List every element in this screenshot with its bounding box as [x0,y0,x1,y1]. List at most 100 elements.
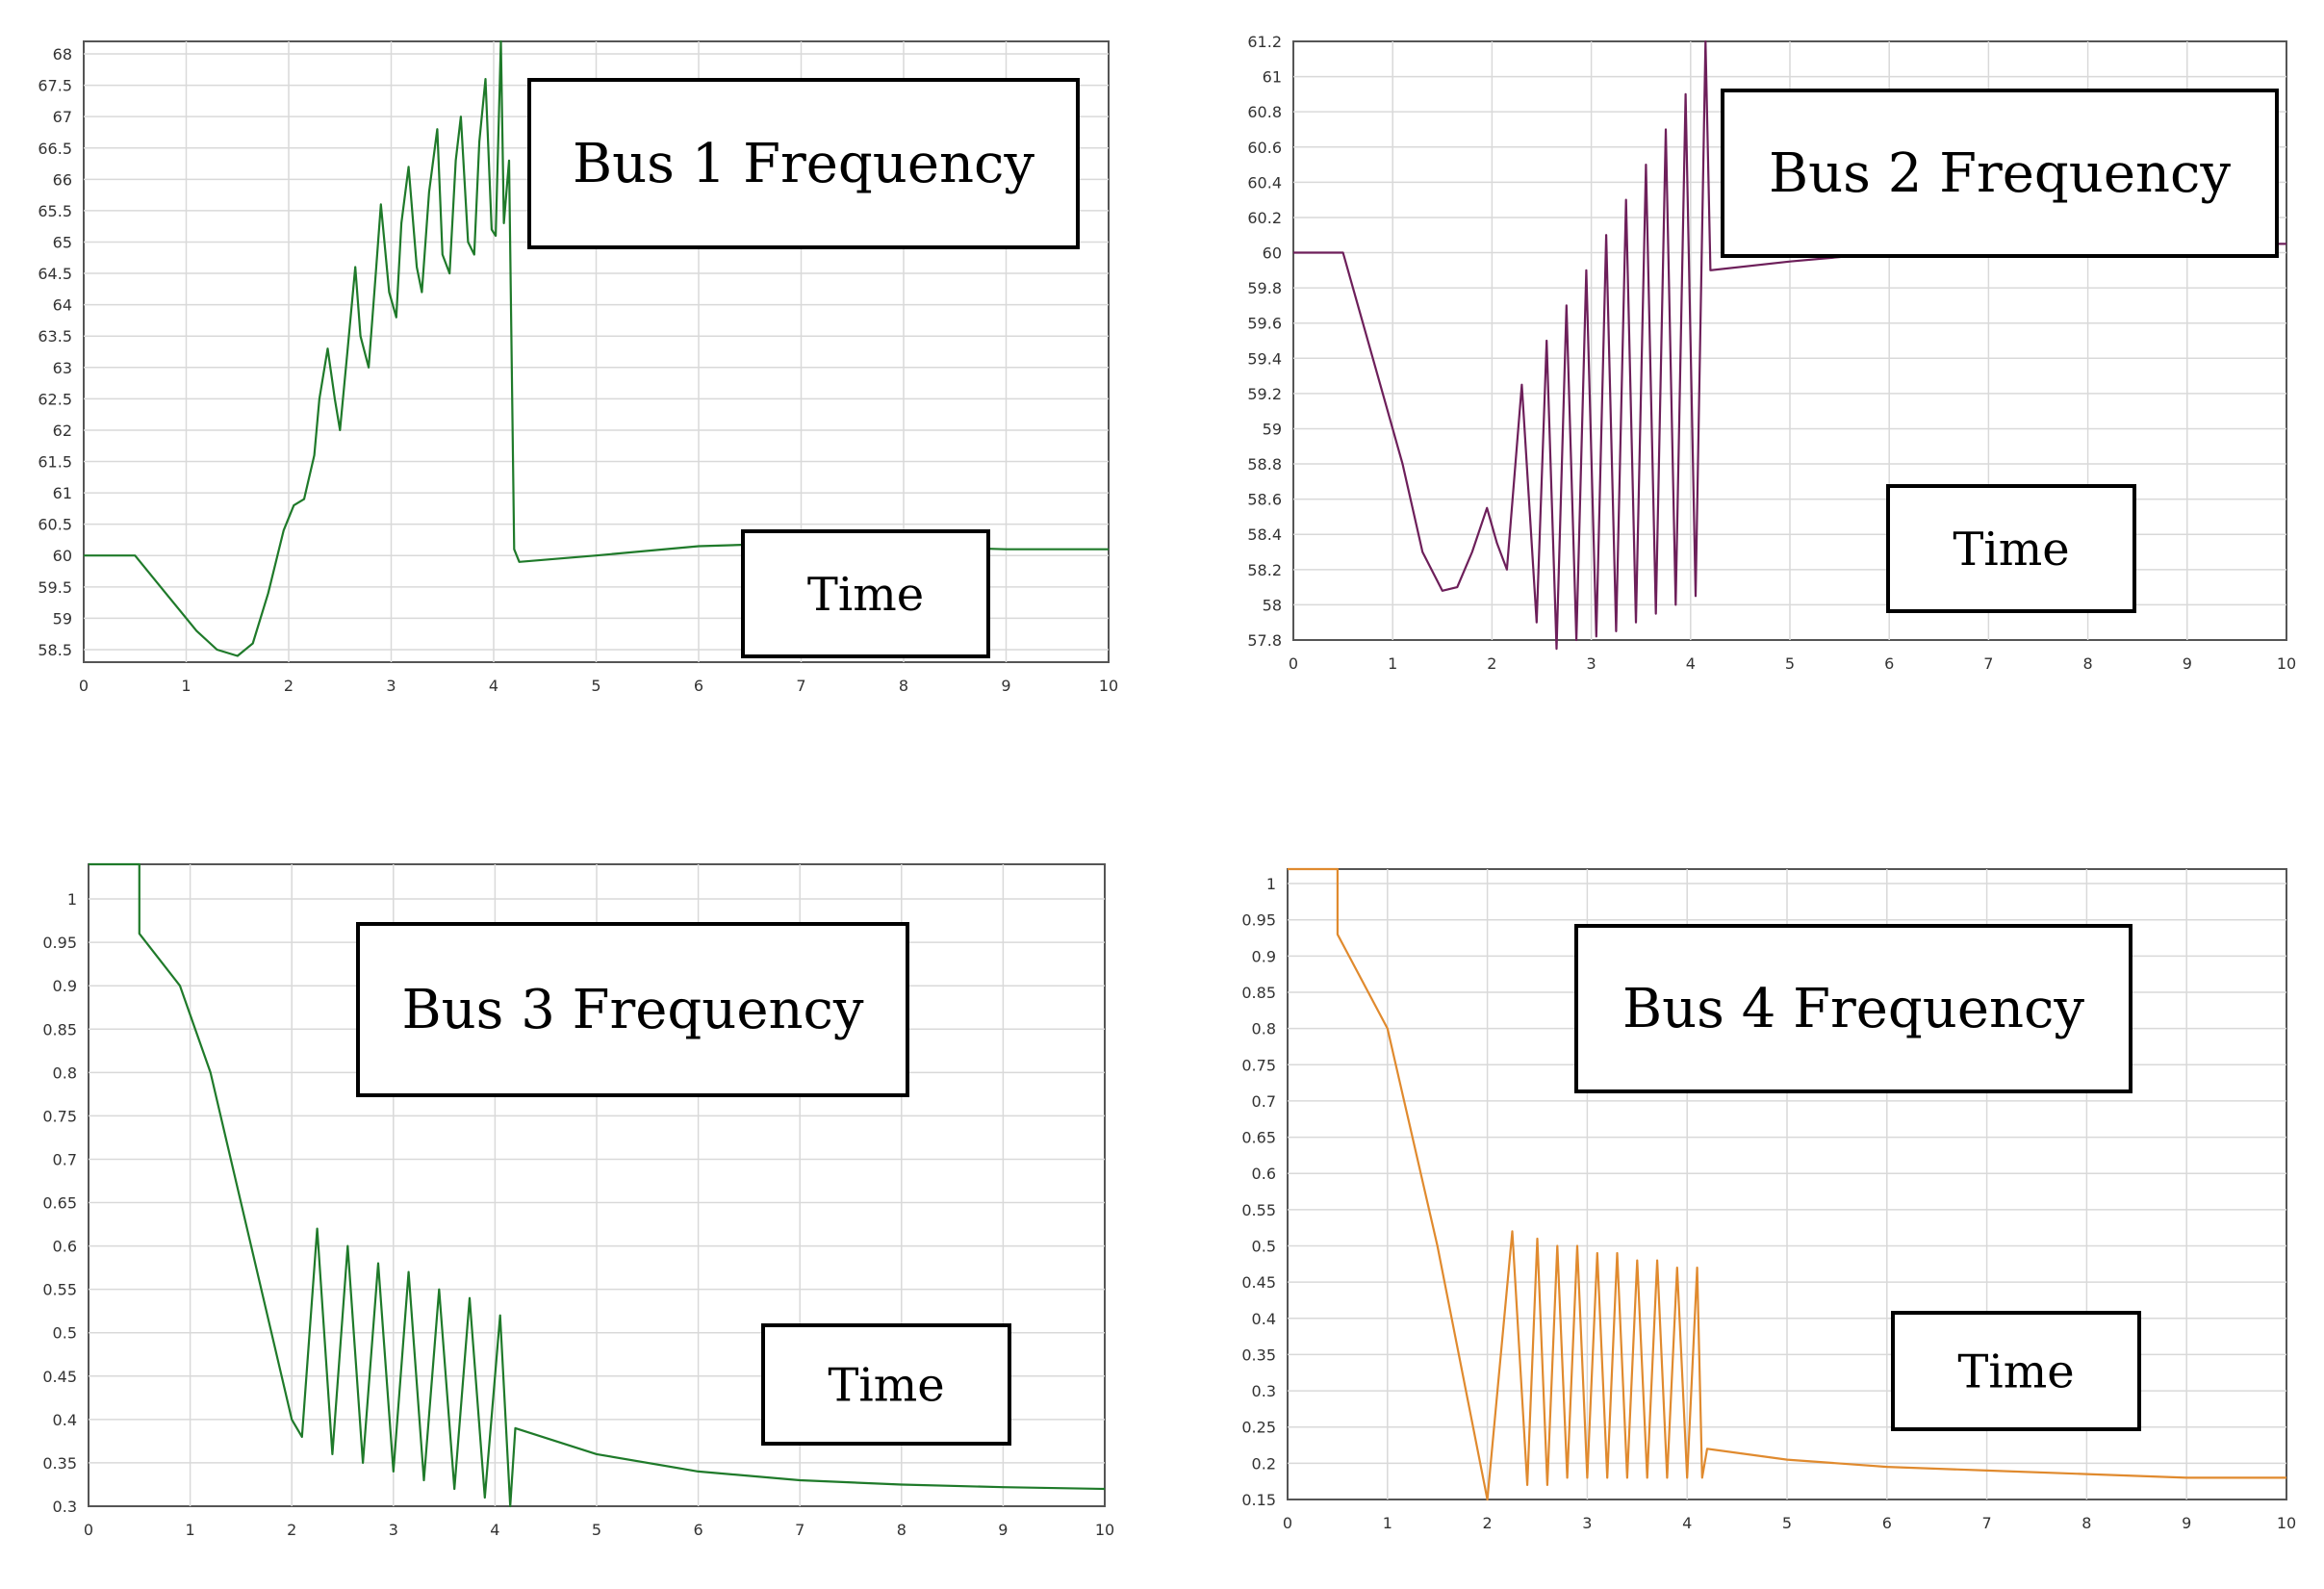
y-tick-label: 62 [53,422,72,440]
chart-title: Bus 3 Frequency [401,979,863,1041]
bus-2-frequency-panel: 0 1 2 3 4 5 6 7 8 9 10 61.2 61 60.8 60.6 60.4 60.2 60 59.8… [1247,33,2296,673]
x-tick-label: 0 [79,677,89,695]
bus-3-frequency-panel: 0 1 2 3 4 5 6 7 8 9 10 1 0.95 0.9 0.85 0.8 0.75 0.7 0.65 0.… [42,862,1114,1539]
xlabel-box [761,1323,1011,1446]
x-tick-label: 3 [386,677,396,695]
y-tick-label: 0.4 [1252,1310,1276,1328]
y-tick-label: 0.9 [53,977,77,995]
x-tick-label: 4 [490,1521,499,1539]
xlabel-box [1891,1311,2141,1431]
x-tick-label: 3 [389,1521,398,1539]
x-tick-label: 9 [2183,654,2192,673]
x-tick-label: 0 [84,1521,93,1539]
series-line [84,39,1109,657]
y-tick-label: 61 [53,484,72,502]
series-line [1293,39,2286,651]
x-tick-label: 9 [998,1521,1008,1539]
x-tick-label: 6 [1884,654,1894,673]
y-tick-label: 58.5 [38,641,72,659]
x-tick-label: 4 [489,677,498,695]
x-tick-label: 10 [1099,677,1118,695]
y-tick-label: 0.5 [53,1324,77,1343]
y-tick-label: 0.45 [1241,1273,1276,1292]
x-tick-label: 5 [592,1521,601,1539]
y-tick-label: 58 [1263,596,1282,614]
x-tick-label: 1 [1383,1514,1392,1532]
y-tick-label: 0.2 [1252,1454,1276,1473]
y-tick-label: 0.15 [1241,1491,1276,1509]
y-tick-label: 65.5 [38,202,72,220]
y-tick-label: 59.8 [1247,279,1282,297]
y-tick-label: 61 [1263,68,1282,87]
x-axis-label: Time [1957,1346,2074,1399]
x-axis-label: Time [828,1359,944,1413]
y-tick-label: 64 [53,296,72,315]
y-tick-label: 58.6 [1247,491,1282,509]
y-tick-label: 0.7 [1252,1092,1276,1111]
y-tick-label: 0.9 [1252,947,1276,965]
y-tick-label: 0.35 [42,1454,77,1473]
chart-title: Bus 2 Frequency [1769,142,2231,205]
y-tick-label: 59 [53,609,72,628]
x-tick-label: 4 [1686,654,1696,673]
x-tick-label: 1 [186,1521,195,1539]
y-tick-label: 0.45 [42,1368,77,1386]
x-tick-label: 5 [591,677,600,695]
x-tick-label: 10 [1095,1521,1114,1539]
y-tick-label: 59.4 [1247,349,1282,368]
y-tick-label: 0.35 [1241,1346,1276,1364]
bus-4-frequency-panel: 0 1 2 3 4 5 6 7 8 9 10 1 0.95 0.9 0.85 0.8 0.75 0.7 0.65 0.… [1241,867,2296,1532]
x-tick-label: 8 [899,677,908,695]
y-tick-label: 0.85 [42,1020,77,1038]
x-tick-label: 5 [1785,654,1795,673]
x-tick-label: 8 [897,1521,907,1539]
x-tick-label: 7 [1983,654,1993,673]
y-tick-label: 65 [53,233,72,251]
title-box [527,78,1080,249]
x-tick-label: 9 [2182,1514,2191,1532]
series-line [1288,867,2286,1501]
y-tick-label: 66 [53,170,72,189]
x-tick-label: 7 [796,677,805,695]
y-tick-label: 59.5 [38,578,72,597]
y-tick-label: 58.4 [1247,525,1282,544]
x-tick-label: 2 [1483,1514,1493,1532]
x-tick-label: 8 [2081,1514,2091,1532]
x-axis-label: Time [807,568,924,622]
y-tick-label: 60.8 [1247,103,1282,121]
x-tick-label: 7 [1982,1514,1992,1532]
xlabel-box [1886,484,2136,613]
x-tick-label: 6 [1882,1514,1892,1532]
xlabel-box [741,529,990,658]
series-line [89,862,1106,1508]
y-tick-label: 63.5 [38,327,72,346]
y-tick-label: 1 [1266,875,1276,893]
y-tick-label: 67.5 [38,77,72,95]
y-tick-label: 0.3 [53,1498,77,1516]
x-tick-label: 8 [2083,654,2093,673]
x-tick-label: 1 [1388,654,1397,673]
y-tick-label: 0.95 [42,934,77,952]
y-tick-label: 0.95 [1241,911,1276,930]
y-tick-label: 0.85 [1241,984,1276,1002]
x-tick-label: 2 [284,677,294,695]
x-tick-label: 6 [694,677,703,695]
y-tick-label: 0.6 [53,1238,77,1256]
x-tick-label: 9 [1001,677,1010,695]
y-tick-label: 0.3 [1252,1382,1276,1400]
x-axis-label: Time [1953,523,2069,577]
y-tick-label: 0.75 [42,1107,77,1125]
y-tick-label: 67 [53,108,72,126]
y-tick-label: 59.6 [1247,315,1282,333]
y-tick-label: 61.2 [1247,33,1282,51]
title-box [356,922,909,1097]
y-tick-label: 0.8 [53,1064,77,1082]
y-tick-label: 0.5 [1252,1237,1276,1255]
y-tick-label: 0.55 [1241,1201,1276,1219]
y-tick-label: 60.4 [1247,173,1282,192]
x-tick-label: 10 [2277,1514,2296,1532]
y-tick-label: 0.25 [1241,1419,1276,1437]
y-tick-label: 60 [53,547,72,565]
y-tick-label: 57.8 [1247,631,1282,650]
